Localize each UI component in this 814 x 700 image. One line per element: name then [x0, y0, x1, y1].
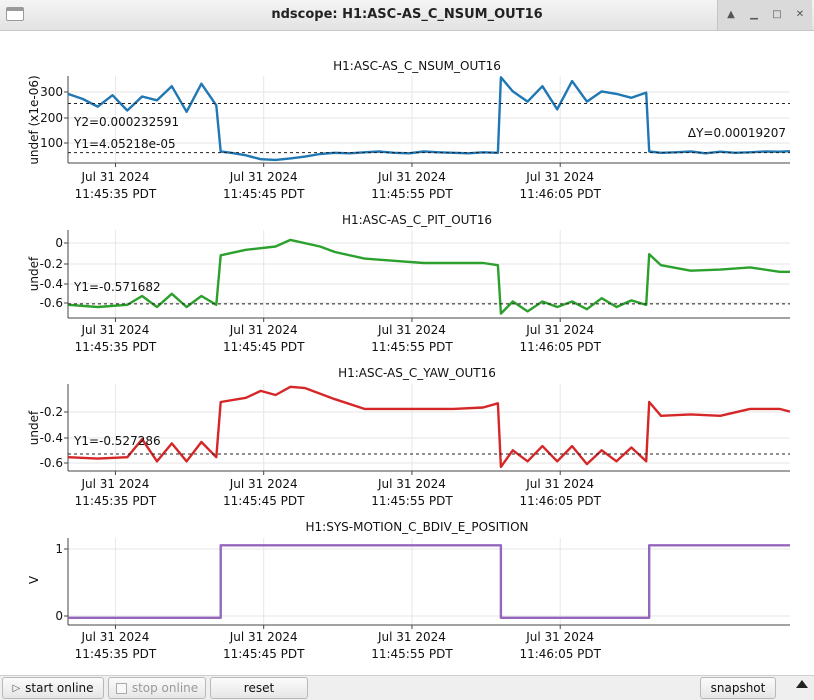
x-tick-time-label: 11:45:55 PDT: [371, 647, 453, 661]
y-tick-label: 100: [40, 136, 63, 150]
x-tick-date-label: Jul 31 2024: [525, 323, 594, 337]
close-icon[interactable]: ✕: [795, 9, 805, 20]
snapshot-button[interactable]: snapshot: [700, 677, 776, 699]
series-line: [68, 544, 790, 619]
series-line: [67, 76, 791, 162]
app-window-icon: [6, 7, 24, 21]
y-axis-label: undef (x1e-06): [27, 75, 41, 164]
start-online-label: start online: [25, 681, 94, 695]
x-tick-date-label: Jul 31 2024: [229, 630, 298, 644]
plot-title: H1:ASC-AS_C_PIT_OUT16: [342, 213, 492, 227]
window-title: ndscope: H1:ASC-AS_C_NSUM_OUT16: [271, 7, 543, 22]
snapshot-label: snapshot: [710, 681, 766, 695]
minimize-icon[interactable]: ▁: [750, 9, 758, 20]
plot-title: H1:ASC-AS_C_NSUM_OUT16: [333, 59, 501, 73]
x-tick-date-label: Jul 31 2024: [80, 477, 149, 491]
x-tick-date-label: Jul 31 2024: [525, 477, 594, 491]
x-tick-date-label: Jul 31 2024: [377, 170, 446, 184]
series-line: [67, 238, 790, 315]
x-tick-date-label: Jul 31 2024: [229, 323, 298, 337]
reset-label: reset: [243, 681, 275, 695]
x-tick-time-label: 11:45:55 PDT: [371, 187, 453, 201]
stop-online-button[interactable]: stop online: [108, 677, 206, 699]
y-tick-label: 0: [55, 609, 63, 623]
x-tick-date-label: Jul 31 2024: [377, 630, 446, 644]
x-tick-time-label: 11:45:45 PDT: [223, 647, 305, 661]
y-tick-label: -0.6: [40, 456, 63, 470]
y-tick-label: 0: [55, 236, 63, 250]
reset-button[interactable]: reset: [210, 677, 308, 699]
x-tick-date-label: Jul 31 2024: [80, 323, 149, 337]
x-tick-time-label: 11:46:05 PDT: [519, 647, 601, 661]
plot-panel-4[interactable]: H1:SYS-MOTION_C_BDIV_E_POSITION V 1 0 Jul 31…: [27, 520, 790, 661]
x-tick-time-label: 11:45:45 PDT: [223, 187, 305, 201]
plot-title: H1:SYS-MOTION_C_BDIV_E_POSITION: [306, 520, 529, 534]
x-tick-date-label: Jul 31 2024: [229, 477, 298, 491]
x-tick-date-label: Jul 31 2024: [80, 170, 149, 184]
cursor-readout-label: Y1=-0.571682: [73, 280, 161, 294]
x-tick-date-label: Jul 31 2024: [229, 170, 298, 184]
y-tick-label: 1: [55, 542, 63, 556]
collapse-arrow-icon[interactable]: [796, 680, 808, 688]
maximize-icon[interactable]: □: [772, 9, 782, 20]
y-tick-label: -0.6: [40, 296, 63, 310]
cursor-readout-label: Y1=-0.527286: [73, 434, 161, 448]
start-online-button[interactable]: ▷ start online: [2, 677, 104, 699]
x-tick-time-label: 11:46:05 PDT: [519, 340, 601, 354]
x-tick-date-label: Jul 31 2024: [525, 170, 594, 184]
x-tick-time-label: 11:45:45 PDT: [223, 340, 305, 354]
y-axis-label: undef: [27, 256, 41, 291]
y-axis-label: V: [27, 575, 41, 584]
x-tick-time-label: 11:45:35 PDT: [75, 340, 157, 354]
x-tick-date-label: Jul 31 2024: [377, 477, 446, 491]
x-tick-time-label: 11:45:35 PDT: [75, 647, 157, 661]
y-tick-label: 300: [40, 85, 63, 99]
bottom-toolbar: ▷ start online stop online reset snapsho…: [0, 675, 814, 700]
x-tick-time-label: 11:45:55 PDT: [371, 494, 453, 508]
y-tick-label: -0.2: [40, 405, 63, 419]
y-tick-label: -0.4: [40, 431, 63, 445]
keep-above-icon[interactable]: ▲: [727, 9, 735, 20]
plot-title: H1:ASC-AS_C_YAW_OUT16: [338, 366, 496, 380]
x-tick-time-label: 11:45:35 PDT: [75, 494, 157, 508]
window-titlebar: ndscope: H1:ASC-AS_C_NSUM_OUT16 ▲ ▁ □ ✕: [0, 0, 814, 31]
cursor-readout-label: ΔY=0.00019207: [688, 126, 786, 140]
play-icon: ▷: [12, 682, 21, 694]
y-tick-label: -0.2: [40, 257, 63, 271]
y-tick-label: -0.4: [40, 277, 63, 291]
y-tick-label: 200: [40, 111, 63, 125]
x-tick-time-label: 11:46:05 PDT: [519, 494, 601, 508]
cursor-readout-label: Y2=0.000232591: [73, 115, 179, 129]
y-axis-label: undef: [27, 410, 41, 445]
stop-icon: [115, 682, 127, 694]
stop-online-label: stop online: [131, 681, 199, 695]
x-tick-time-label: 11:45:45 PDT: [223, 494, 305, 508]
x-tick-date-label: Jul 31 2024: [377, 323, 446, 337]
x-tick-time-label: 11:45:35 PDT: [75, 187, 157, 201]
x-tick-time-label: 11:45:55 PDT: [371, 340, 453, 354]
x-tick-date-label: Jul 31 2024: [525, 630, 594, 644]
x-tick-date-label: Jul 31 2024: [80, 630, 149, 644]
x-tick-time-label: 11:46:05 PDT: [519, 187, 601, 201]
window-controls: ▲ ▁ □ ✕: [717, 0, 812, 30]
cursor-readout-label: Y1=4.05218e-05: [73, 137, 176, 151]
series-line: [67, 385, 791, 469]
